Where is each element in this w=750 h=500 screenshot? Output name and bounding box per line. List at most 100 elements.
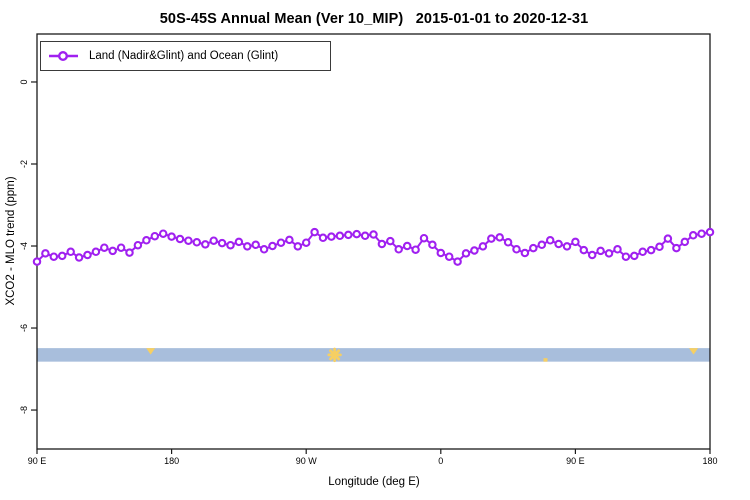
data-point [587,250,597,260]
data-point [57,251,67,261]
data-point [209,236,218,245]
data-point [478,242,488,251]
x-tick-label: 180 [702,456,717,466]
data-point [49,252,59,261]
data-point [386,236,395,246]
legend-key-circle [57,51,68,61]
data-point [91,247,101,257]
land-mark-notch [146,348,156,355]
data-point [268,241,277,251]
data-point [512,245,521,254]
data-point [318,233,328,243]
x-tick-label: 90 W [296,456,318,466]
y-tick-label: -6 [19,324,29,332]
data-point [529,243,538,253]
ocean-band [37,348,710,362]
data-point [352,229,361,239]
data-point [192,238,202,247]
data-point [310,227,319,237]
data-point [537,240,547,250]
data-point [276,238,286,247]
data-point [360,231,370,241]
data-point [394,245,403,254]
data-point [108,246,117,256]
data-point [32,257,42,266]
data-point [66,247,75,257]
data-point [217,238,227,248]
data-point [646,245,656,255]
data-point [83,250,92,260]
data-point [201,240,210,249]
data-point [428,240,437,250]
data-point [562,242,572,251]
data-point [554,239,563,249]
x-tick-label: 180 [164,456,179,466]
data-point [301,238,311,247]
data-point [672,243,681,253]
data-point [74,253,84,262]
data-point [234,237,244,247]
data-point [158,229,168,238]
y-tick-label: -8 [19,406,29,414]
data-point [596,246,605,256]
data-point [571,237,580,247]
data-point [487,234,496,243]
y-axis-title: XCO2 - MLO trend (ppm) [5,176,17,306]
data-point [697,229,706,238]
data-point [100,243,109,252]
data-point [621,252,631,261]
data-point [293,242,303,251]
data-point [470,246,479,255]
data-point [377,239,387,249]
data-point [344,230,353,240]
data-point [402,241,412,251]
data-point [226,240,235,250]
x-tick-label: 90 E [566,456,585,466]
data-point [411,245,420,254]
data-point [604,249,614,258]
data-point [133,240,143,250]
data-point [436,248,446,258]
data-point [167,232,176,241]
data-point [638,247,647,257]
land-mark-dot [543,358,548,362]
data-point [688,231,698,240]
data-point [142,236,151,245]
data-point [705,227,715,237]
y-tick-label: -2 [19,160,29,168]
data-point [613,245,622,254]
data-point [335,231,345,241]
data-point [520,248,530,258]
data-point [125,248,134,257]
data-point [175,234,185,244]
x-tick-label: 90 E [28,456,47,466]
data-point [680,237,690,247]
data-point [327,232,336,241]
data-point [444,252,454,261]
data-point [579,245,589,255]
y-tick-label: -4 [19,242,29,250]
data-point [116,243,126,252]
land-mark-notch [689,348,699,355]
data-point [461,249,471,258]
data-point [41,249,50,258]
legend-label: Land (Nadir&Glint) and Ocean (Glint) [89,50,279,62]
data-point [251,240,260,250]
x-tick-label: 0 [438,456,443,466]
data-point [503,238,513,247]
chart-title: 50S-45S Annual Mean (Ver 10_MIP) 2015-01… [159,11,589,27]
data-point [184,236,193,245]
data-point [150,231,160,241]
data-point [259,245,269,254]
data-point [630,251,639,261]
plot-border [36,33,711,450]
legend-box: Land (Nadir&Glint) and Ocean (Glint) [40,41,331,71]
data-point [285,235,294,245]
data-point [655,242,664,252]
data-point [243,242,252,251]
data-point [663,234,673,243]
legend-key-icon [49,51,78,61]
y-tick-label: 0 [19,79,29,84]
